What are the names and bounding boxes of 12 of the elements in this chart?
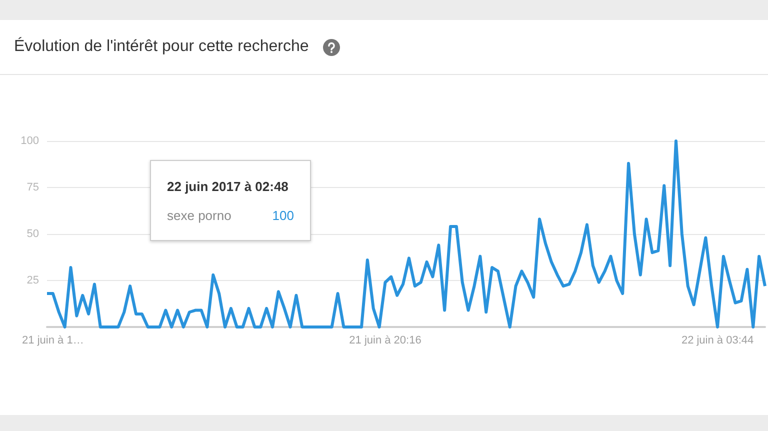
y-tick-label: 25 bbox=[26, 274, 39, 286]
line-series bbox=[46, 140, 766, 328]
tooltip-panel: 22 juin 2017 à 02:48 sexe porno 100 bbox=[150, 160, 311, 241]
x-tick-label: 21 juin à 20:16 bbox=[349, 334, 422, 346]
annotation: 22 juin 2017 à 02:48 bbox=[167, 179, 290, 194]
chart-title: Évolution de l'intérêt pour cette recherche bbox=[14, 38, 309, 56]
y-tick-label: 100 bbox=[20, 135, 39, 147]
y-tick-label: 50 bbox=[26, 228, 39, 240]
y-tick-label: 75 bbox=[26, 182, 39, 194]
x-tick-label: 21 juin à 1… bbox=[22, 334, 84, 346]
annotation: 100 bbox=[272, 208, 294, 223]
x-tick-label: 22 juin à 03:44 bbox=[681, 334, 754, 346]
